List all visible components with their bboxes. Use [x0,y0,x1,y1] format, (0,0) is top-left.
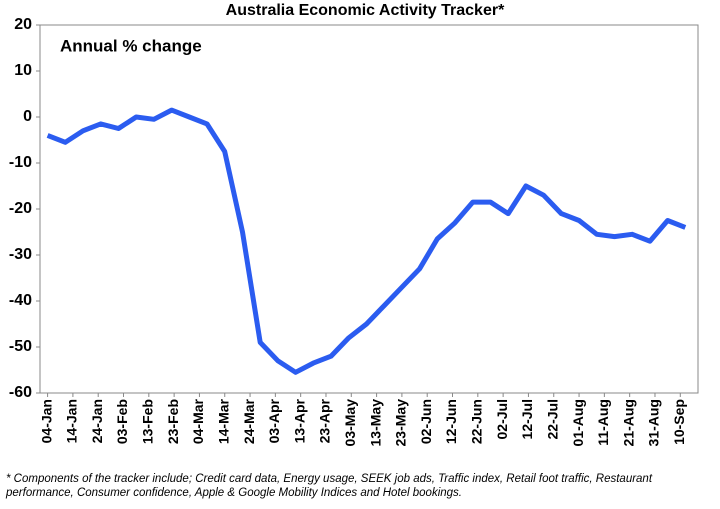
y-tick-label: -30 [9,246,32,263]
x-tick-label: 13-May [367,399,383,447]
plot-frame [39,24,699,394]
x-tick-label: 24-Jan [89,399,105,443]
x-tick-label: 01-Aug [570,399,586,446]
x-tick-label: 10-Sep [671,399,687,445]
y-tick-label: -20 [9,200,32,217]
y-tick-label: 20 [14,16,32,33]
y-tick-label: -40 [9,292,32,309]
x-tick-label: 22-Jul [544,399,560,439]
x-tick-label: 21-Aug [620,399,636,446]
y-tick-label: 0 [23,108,32,125]
y-tick-label: -60 [9,384,32,401]
x-tick-label: 23-May [393,399,409,447]
y-tick-label: 10 [14,62,32,79]
x-tick-label: 23-Apr [317,398,333,443]
x-tick-label: 03-Apr [266,398,282,443]
y-tick-label: -10 [9,154,32,171]
x-tick-label: 02-Jul [494,399,510,439]
chart-title: Australia Economic Activity Tracker* [226,2,505,19]
footnote: * Components of the tracker include; Cre… [6,473,653,485]
x-tick-label: 11-Aug [595,399,611,446]
x-tick-label: 14-Jan [64,399,80,443]
x-tick-label: 13-Feb [140,399,156,444]
x-tick-label: 24-Mar [241,398,257,444]
x-tick-label: 22-Jun [469,399,485,444]
x-tick-label: 03-May [342,399,358,447]
x-tick-label: 12-Jun [443,399,459,444]
x-tick-label: 04-Mar [190,398,206,444]
data-line [46,107,687,375]
x-tick-label: 12-Jul [519,399,535,439]
footnote: performance, Consumer confidence, Apple … [5,487,462,499]
annotation: Annual % change [60,36,202,55]
x-tick-label: 02-Jun [418,399,434,444]
x-tick-label: 14-Mar [215,398,231,444]
y-tick-label: -50 [9,338,32,355]
x-tick-label: 04-Jan [38,399,54,443]
x-tick-label: 13-Apr [291,398,307,443]
x-tick-label: 23-Feb [165,399,181,444]
x-tick-label: 31-Aug [646,399,662,446]
x-tick-label: 03-Feb [114,399,130,444]
